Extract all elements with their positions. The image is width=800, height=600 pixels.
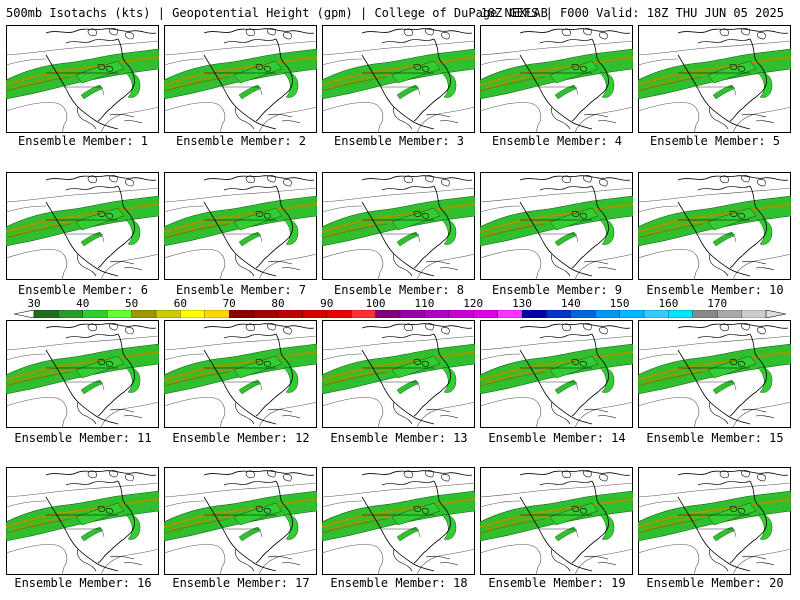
- ensemble-map-14: [480, 320, 633, 428]
- colorbar-tick-label: 160: [658, 297, 679, 310]
- colorbar-max-arrow: [765, 310, 786, 318]
- colorbar-swatch: [643, 310, 669, 318]
- colorbar-tick-label: 90: [320, 297, 334, 310]
- colorbar-tick-label: 130: [512, 297, 532, 310]
- ensemble-member-label: Ensemble Member: 11: [14, 431, 152, 445]
- colorbar-swatch: [448, 310, 474, 318]
- ensemble-member-label: Ensemble Member: 19: [488, 576, 626, 590]
- ensemble-map-19: [480, 467, 633, 575]
- ensemble-member-label: Ensemble Member: 7: [175, 283, 307, 297]
- ensemble-member-label: Ensemble Member: 15: [646, 431, 784, 445]
- ensemble-map-10: [638, 172, 791, 280]
- isotach-colorbar: [14, 310, 786, 318]
- ensemble-member-label: Ensemble Member: 20: [646, 576, 784, 590]
- ensemble-member-label: Ensemble Member: 4: [491, 134, 623, 148]
- colorbar-tick-label: 110: [414, 297, 435, 310]
- ensemble-map-13: [322, 320, 475, 428]
- colorbar-swatch: [619, 310, 645, 318]
- colorbar-swatch: [692, 310, 718, 318]
- colorbar-swatch: [497, 310, 523, 318]
- ensemble-map-9: [480, 172, 633, 280]
- colorbar-swatch: [107, 310, 133, 318]
- ensemble-member-label: Ensemble Member: 13: [330, 431, 468, 445]
- ensemble-map-8: [322, 172, 475, 280]
- colorbar-swatch: [253, 310, 279, 318]
- colorbar-tick-label: 140: [560, 297, 581, 310]
- ensemble-member-label: Ensemble Member: 1: [17, 134, 149, 148]
- ensemble-member-label: Ensemble Member: 12: [172, 431, 310, 445]
- colorbar-swatch: [473, 310, 499, 318]
- ensemble-member-label: Ensemble Member: 6: [17, 283, 149, 297]
- colorbar-swatch: [326, 310, 352, 318]
- colorbar-swatch: [33, 310, 59, 318]
- ensemble-map-1: [6, 25, 159, 133]
- colorbar-swatch: [375, 310, 401, 318]
- ensemble-map-12: [164, 320, 317, 428]
- ensemble-map-3: [322, 25, 475, 133]
- colorbar-swatch: [717, 310, 743, 318]
- ensemble-member-label: Ensemble Member: 5: [649, 134, 781, 148]
- colorbar-swatch: [521, 310, 547, 318]
- ensemble-map-15: [638, 320, 791, 428]
- colorbar-tick-label: 100: [365, 297, 386, 310]
- ensemble-map-20: [638, 467, 791, 575]
- ensemble-map-17: [164, 467, 317, 575]
- colorbar-tick-label: 40: [76, 297, 90, 310]
- colorbar-swatch: [82, 310, 108, 318]
- colorbar-tick-label: 150: [609, 297, 630, 310]
- colorbar-swatch: [155, 310, 181, 318]
- colorbar-tick-label: 60: [173, 297, 188, 310]
- colorbar-swatch: [668, 310, 694, 318]
- colorbar-swatch: [180, 310, 206, 318]
- ensemble-map-2: [164, 25, 317, 133]
- ensemble-member-label: Ensemble Member: 2: [175, 134, 307, 148]
- colorbar-swatch: [595, 310, 621, 318]
- ensemble-map-11: [6, 320, 159, 428]
- colorbar-tick-label: 120: [463, 297, 484, 310]
- colorbar-swatch: [131, 310, 157, 318]
- ensemble-member-label: Ensemble Member: 9: [491, 283, 623, 297]
- colorbar-tick-label: 70: [222, 297, 236, 310]
- ensemble-member-label: Ensemble Member: 17: [172, 576, 310, 590]
- map-title: 500mb Isotachs (kts) | Geopotential Heig…: [6, 6, 548, 20]
- colorbar-swatch: [351, 310, 377, 318]
- colorbar-swatch: [399, 310, 425, 318]
- ensemble-member-label: Ensemble Member: 18: [330, 576, 468, 590]
- ensemble-member-label: Ensemble Member: 10: [646, 283, 784, 297]
- colorbar-min-arrow: [14, 310, 35, 318]
- valid-time: 18Z GEFS | F000 Valid: 18Z THU JUN 05 20…: [480, 6, 784, 20]
- colorbar-tick-label: 30: [27, 297, 41, 310]
- ensemble-map-4: [480, 25, 633, 133]
- ensemble-map-7: [164, 172, 317, 280]
- ensemble-map-18: [322, 467, 475, 575]
- colorbar-swatch: [58, 310, 84, 318]
- colorbar-swatch: [570, 310, 596, 318]
- colorbar-tick-label: 80: [271, 297, 285, 310]
- colorbar-swatch: [204, 310, 230, 318]
- colorbar-swatch: [229, 310, 255, 318]
- ensemble-map-5: [638, 25, 791, 133]
- colorbar-tick-label: 170: [707, 297, 728, 310]
- colorbar-swatch: [302, 310, 328, 318]
- ensemble-map-16: [6, 467, 159, 575]
- ensemble-member-label: Ensemble Member: 14: [488, 431, 626, 445]
- ensemble-member-label: Ensemble Member: 3: [333, 134, 465, 148]
- colorbar-swatch: [741, 310, 767, 318]
- ensemble-map-6: [6, 172, 159, 280]
- colorbar-swatch: [277, 310, 303, 318]
- colorbar-tick-label: 50: [124, 297, 139, 310]
- ensemble-member-label: Ensemble Member: 16: [14, 576, 152, 590]
- colorbar-swatch: [546, 310, 572, 318]
- ensemble-member-label: Ensemble Member: 8: [333, 283, 465, 297]
- colorbar-swatch: [424, 310, 450, 318]
